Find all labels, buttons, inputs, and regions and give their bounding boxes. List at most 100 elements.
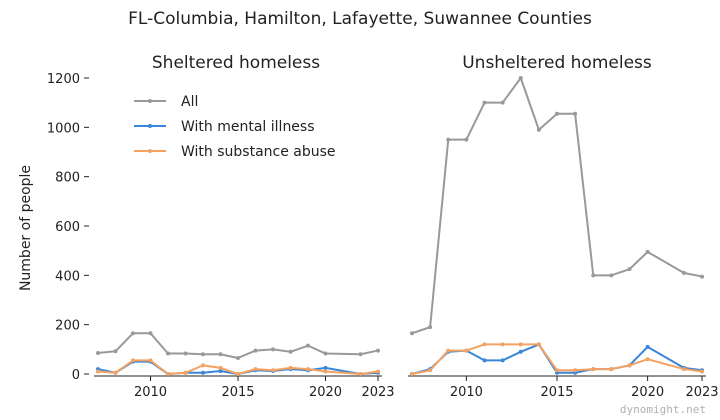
data-point <box>218 352 223 357</box>
y-tick-label: 800 <box>55 171 80 186</box>
data-point <box>591 273 596 278</box>
data-point <box>573 368 578 373</box>
data-point <box>113 370 118 375</box>
data-point <box>500 100 505 105</box>
data-point <box>271 347 275 352</box>
data-point <box>376 348 380 353</box>
x-tick-label: 2023 <box>685 385 718 400</box>
x-tick-label: 2020 <box>309 385 342 400</box>
data-point <box>306 367 310 372</box>
data-point <box>201 370 205 375</box>
data-point <box>410 372 414 376</box>
data-point <box>236 355 240 360</box>
legend-label: With substance abuse <box>181 144 336 160</box>
data-point <box>183 370 188 375</box>
data-point <box>591 367 596 372</box>
data-point <box>645 344 650 349</box>
data-point <box>166 351 170 356</box>
data-point <box>253 348 258 353</box>
legend-label: With mental illness <box>181 119 315 135</box>
legend-marker <box>148 149 152 153</box>
data-point <box>700 369 704 374</box>
x-tick-label: 2020 <box>631 385 664 400</box>
data-point <box>446 348 451 353</box>
data-point <box>446 137 451 142</box>
data-point <box>609 367 614 372</box>
data-point <box>609 273 614 278</box>
data-point <box>555 111 559 116</box>
data-point <box>573 111 578 116</box>
data-point <box>358 372 363 376</box>
data-point <box>681 367 686 372</box>
data-point <box>627 363 632 368</box>
data-point <box>148 358 153 363</box>
panel-unsheltered: 2010 2015 2020 2023 <box>408 76 719 400</box>
legend-marker <box>148 124 152 128</box>
data-point <box>113 349 118 354</box>
data-point <box>428 325 433 330</box>
y-tick-label: 600 <box>55 220 80 235</box>
data-point <box>555 368 559 373</box>
data-point <box>148 331 153 336</box>
data-point <box>500 342 505 347</box>
data-point <box>218 369 223 374</box>
data-point <box>518 349 523 354</box>
data-point <box>536 127 541 132</box>
y-tick-label: 0 <box>72 368 80 383</box>
data-point <box>358 352 363 357</box>
data-point <box>645 357 650 362</box>
data-point <box>500 358 505 363</box>
data-point <box>201 363 205 368</box>
data-point <box>410 331 414 336</box>
legend-marker <box>148 99 152 103</box>
x-tick-label: 2023 <box>361 385 394 400</box>
data-point <box>428 368 433 373</box>
data-point <box>288 349 293 354</box>
data-point <box>482 100 487 105</box>
data-point <box>96 369 100 374</box>
legend: All With mental illness With substance abu… <box>134 94 336 160</box>
data-point <box>253 367 258 372</box>
data-point <box>236 372 240 376</box>
y-tick-label: 1000 <box>47 121 80 136</box>
data-point <box>271 368 275 373</box>
series-line-all <box>411 77 703 335</box>
data-point <box>482 358 487 363</box>
data-point <box>376 369 380 374</box>
data-point <box>131 331 135 336</box>
left-panel-title: Sheltered homeless <box>152 53 320 73</box>
data-point <box>482 342 487 347</box>
data-point <box>323 351 328 356</box>
data-point <box>645 249 650 254</box>
data-point <box>288 365 293 370</box>
x-tick-label: 2010 <box>450 385 483 400</box>
data-point <box>218 365 223 370</box>
data-point <box>201 352 205 357</box>
y-tick-label: 200 <box>55 319 80 334</box>
data-point <box>518 76 523 80</box>
data-point <box>536 342 541 347</box>
x-tick-label: 2010 <box>134 385 167 400</box>
data-point <box>700 274 704 279</box>
series-line-with-substance-abuse <box>97 359 379 375</box>
figure-title: FL-Columbia, Hamilton, Lafayette, Suwann… <box>128 9 592 29</box>
data-point <box>464 348 469 353</box>
y-tick-label: 400 <box>55 269 80 284</box>
panel-sheltered: 2010 2015 2020 2023 0 200 400 600 800 1000 1200 <box>47 72 395 400</box>
watermark: dynomight.net <box>620 403 706 416</box>
data-point <box>681 270 686 275</box>
data-point <box>96 351 100 356</box>
data-point <box>183 351 188 356</box>
data-point <box>166 372 170 376</box>
data-point <box>323 369 328 374</box>
data-point <box>323 365 328 370</box>
data-point <box>464 137 469 142</box>
y-tick-label: 1200 <box>47 72 80 87</box>
data-point <box>131 358 135 363</box>
series-line-all <box>97 332 379 359</box>
data-point <box>306 343 310 348</box>
data-point <box>518 342 523 347</box>
x-tick-label: 2015 <box>221 385 254 400</box>
series-line-with-mental-illness <box>97 360 379 375</box>
